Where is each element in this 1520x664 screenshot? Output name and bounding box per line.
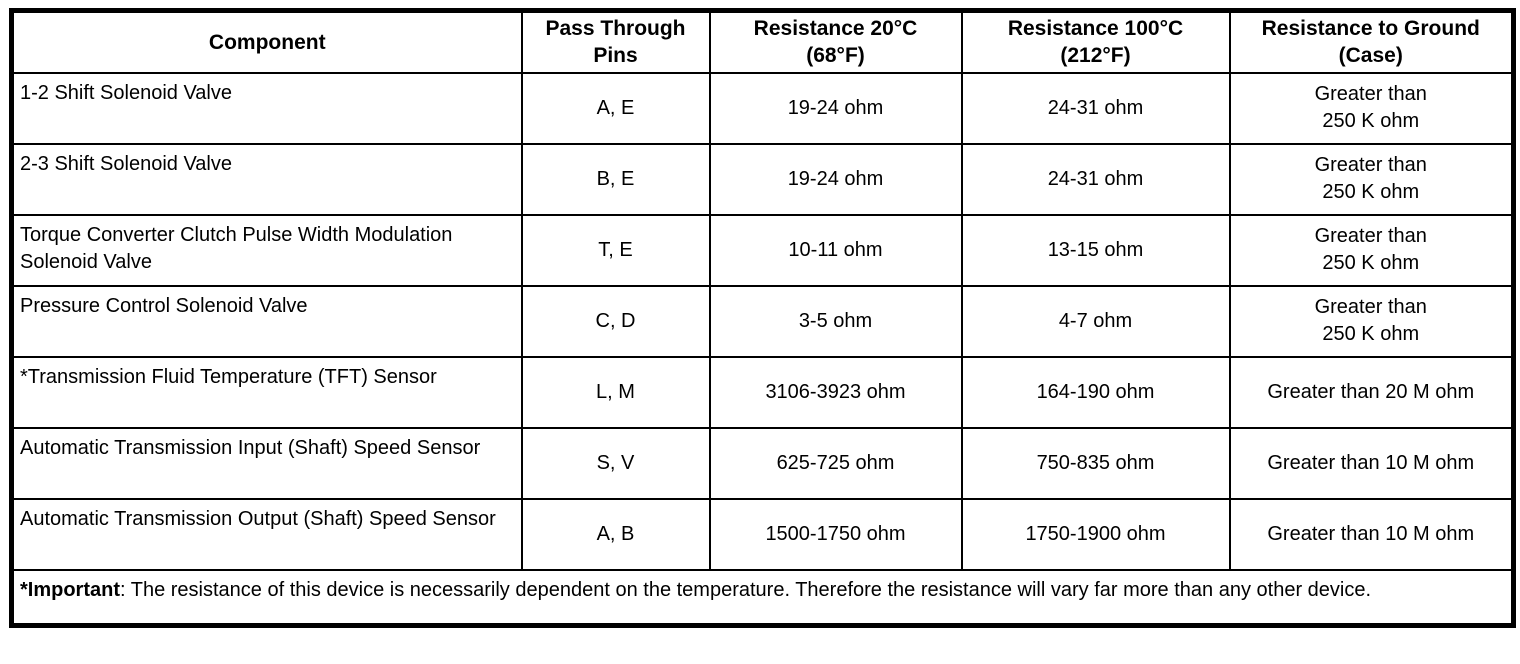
resistance-spec-table: Component Pass Through Pins Resistance 2… <box>9 8 1516 629</box>
cell-component: 2-3 Shift Solenoid Valve <box>10 142 523 216</box>
cell-resistance-20c: 625-725 ohm <box>708 426 963 500</box>
cell-resistance-100c: 4-7 ohm <box>960 284 1231 358</box>
cell-resistance-ground: Greater than 20 M ohm <box>1228 355 1515 429</box>
cell-component: *Transmission Fluid Temperature (TFT) Se… <box>10 355 523 429</box>
col-header-resistance-20c: Resistance 20°C (68°F) <box>708 9 963 74</box>
cell-pins: A, E <box>520 71 711 145</box>
cell-resistance-100c: 24-31 ohm <box>960 71 1231 145</box>
header-row: Component Pass Through Pins Resistance 2… <box>10 9 1515 74</box>
table-row: Automatic Transmission Input (Shaft) Spe… <box>10 426 1515 500</box>
cell-resistance-100c: 1750-1900 ohm <box>960 497 1231 571</box>
cell-resistance-ground: Greater than 250 K ohm <box>1228 71 1515 145</box>
cell-resistance-100c: 164-190 ohm <box>960 355 1231 429</box>
cell-pins: L, M <box>520 355 711 429</box>
cell-resistance-20c: 3-5 ohm <box>708 284 963 358</box>
cell-component: Automatic Transmission Output (Shaft) Sp… <box>10 497 523 571</box>
cell-pins: B, E <box>520 142 711 216</box>
cell-pins: C, D <box>520 284 711 358</box>
cell-resistance-20c: 1500-1750 ohm <box>708 497 963 571</box>
cell-resistance-100c: 13-15 ohm <box>960 213 1231 287</box>
cell-pins: S, V <box>520 426 711 500</box>
cell-resistance-20c: 3106-3923 ohm <box>708 355 963 429</box>
cell-resistance-100c: 24-31 ohm <box>960 142 1231 216</box>
cell-resistance-100c: 750-835 ohm <box>960 426 1231 500</box>
document-page: Component Pass Through Pins Resistance 2… <box>9 8 1516 629</box>
footnote-row: *Important: The resistance of this devic… <box>10 568 1515 627</box>
col-header-resistance-100c: Resistance 100°C (212°F) <box>960 9 1231 74</box>
cell-component: Automatic Transmission Input (Shaft) Spe… <box>10 426 523 500</box>
table-row: *Transmission Fluid Temperature (TFT) Se… <box>10 355 1515 429</box>
footnote: *Important: The resistance of this devic… <box>10 568 1515 627</box>
cell-resistance-ground: Greater than 10 M ohm <box>1228 426 1515 500</box>
footnote-text: : The resistance of this device is neces… <box>120 578 1372 601</box>
footnote-important-label: *Important <box>20 578 120 601</box>
table-row: Torque Converter Clutch Pulse Width Modu… <box>10 213 1515 287</box>
table-row: Pressure Control Solenoid Valve C, D 3-5… <box>10 284 1515 358</box>
cell-component: Pressure Control Solenoid Valve <box>10 284 523 358</box>
table-row: 1-2 Shift Solenoid Valve A, E 19-24 ohm … <box>10 71 1515 145</box>
col-header-resistance-ground: Resistance to Ground (Case) <box>1228 9 1515 74</box>
cell-resistance-20c: 10-11 ohm <box>708 213 963 287</box>
cell-pins: T, E <box>520 213 711 287</box>
cell-component: 1-2 Shift Solenoid Valve <box>10 71 523 145</box>
cell-resistance-ground: Greater than 250 K ohm <box>1228 142 1515 216</box>
cell-component: Torque Converter Clutch Pulse Width Modu… <box>10 213 523 287</box>
cell-resistance-ground: Greater than 10 M ohm <box>1228 497 1515 571</box>
cell-pins: A, B <box>520 497 711 571</box>
table-row: Automatic Transmission Output (Shaft) Sp… <box>10 497 1515 571</box>
col-header-component: Component <box>10 9 523 74</box>
cell-resistance-ground: Greater than 250 K ohm <box>1228 213 1515 287</box>
col-header-pass-through-pins: Pass Through Pins <box>520 9 711 74</box>
cell-resistance-ground: Greater than 250 K ohm <box>1228 284 1515 358</box>
cell-resistance-20c: 19-24 ohm <box>708 71 963 145</box>
cell-resistance-20c: 19-24 ohm <box>708 142 963 216</box>
table-row: 2-3 Shift Solenoid Valve B, E 19-24 ohm … <box>10 142 1515 216</box>
